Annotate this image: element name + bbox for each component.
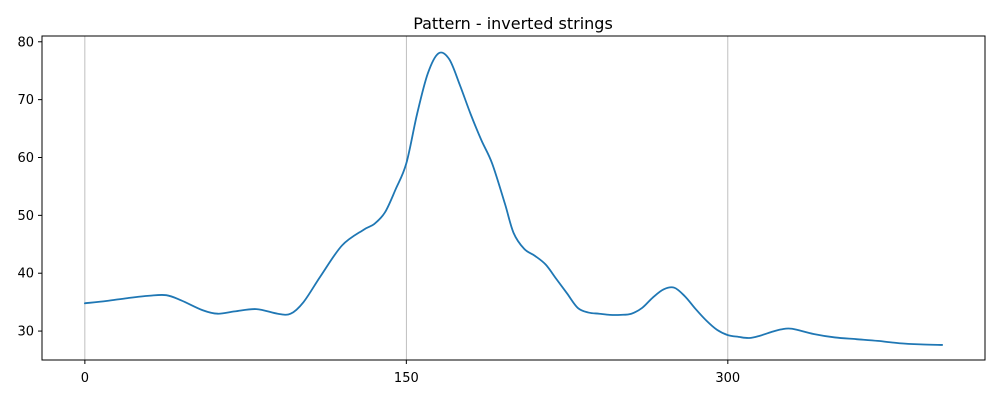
y-tick-label-30: 30 [17, 325, 34, 340]
x-tick-label-150: 150 [394, 371, 419, 386]
series-line-0 [83, 51, 944, 346]
y-axis: 30 40 50 60 70 80 [17, 35, 42, 340]
x-tick-label-0: 0 [81, 371, 89, 386]
y-tick-label-50: 50 [17, 209, 34, 224]
x-tick-label-300: 300 [715, 371, 740, 386]
y-tick-label-80: 80 [17, 35, 34, 50]
x-axis: 0 150 300 [81, 360, 740, 386]
y-tick-label-60: 60 [17, 151, 34, 166]
y-tick-label-40: 40 [17, 267, 34, 282]
grid-lines [84, 36, 729, 360]
y-tick-label-70: 70 [17, 93, 34, 108]
series-layer [83, 51, 944, 346]
plot-frame [41, 35, 986, 361]
chart-title: Pattern - inverted strings [413, 14, 613, 33]
